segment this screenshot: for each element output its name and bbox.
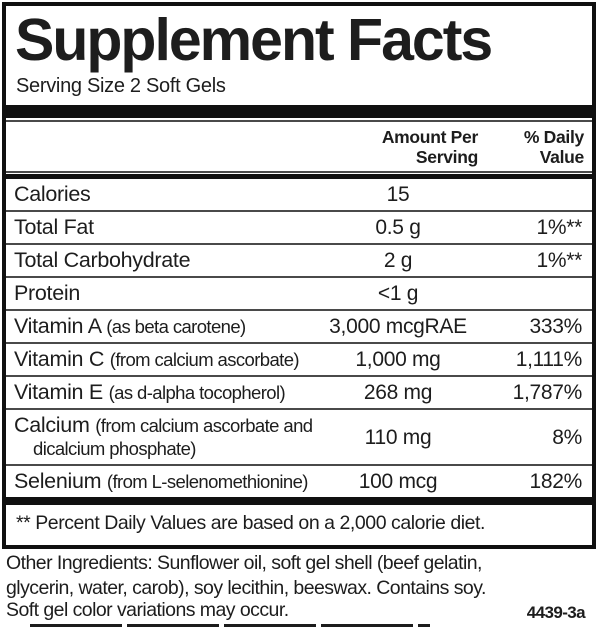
nutrient-amount: 268 mg (363, 381, 433, 404)
nutrient-daily-value: 1%** (536, 249, 583, 272)
softgel-color-note: Soft gel color variations may occur. (6, 599, 289, 621)
dv-header-line2: Value (539, 147, 585, 167)
divider-thick-bottom (6, 497, 592, 505)
nutrient-row: Calcium (from calcium ascorbate and dica… (6, 408, 592, 464)
amount-header-line2: Serving (415, 147, 478, 167)
divider-bar-header (6, 174, 592, 179)
nutrient-name: Calories (14, 182, 91, 206)
nutrient-note: (from calcium ascorbate) (109, 349, 300, 370)
amount-header-line1: Amount Per (381, 127, 478, 147)
nutrient-daily-value: 1%** (536, 216, 583, 239)
facts-rows: Calories 15 Total Fat 0.5 g 1%** Total C… (6, 179, 592, 497)
nutrient-name: Total Carbohydrate (14, 248, 191, 272)
column-header-row: Amount Per Serving % Daily Value (6, 122, 592, 171)
nutrient-name: Protein (14, 281, 81, 305)
nutrient-name: Vitamin C (14, 347, 105, 371)
nutrient-amount: 0.5 g (375, 216, 421, 239)
nutrient-name: Vitamin A (14, 314, 101, 338)
nutrient-row: Selenium (from L-selenomethionine) 100 m… (6, 464, 592, 497)
nutrient-name-cell: Protein (14, 282, 318, 305)
nutrient-name-cell: Vitamin A (as beta carotene) (14, 315, 318, 338)
nutrient-row: Protein <1 g (6, 276, 592, 309)
nutrient-name-cell: Calories (14, 183, 318, 206)
nutrient-daily-value: 333% (529, 315, 582, 338)
dv-column-header: % Daily Value (478, 127, 584, 167)
nutrient-name-cell: Calcium (from calcium ascorbate and dica… (14, 414, 318, 460)
nutrient-name-cell: Selenium (from L-selenomethionine) (14, 470, 318, 493)
nutrient-daily-value: 182% (529, 470, 582, 493)
divider-thin-top (6, 120, 592, 122)
facts-panel: Supplement Facts Serving Size 2 Soft Gel… (2, 2, 596, 549)
nutrient-name-cell: Vitamin E (as d-alpha tocopherol) (14, 381, 318, 404)
nutrient-name-cell: Vitamin C (from calcium ascorbate) (14, 348, 318, 371)
amount-column-header: Amount Per Serving (318, 127, 478, 167)
nutrient-daily-value: 8% (552, 425, 582, 449)
nutrient-amount: 15 (386, 183, 410, 206)
nutrient-amount: 2 g (383, 249, 413, 272)
other-ingredients-line2: glycerin, water, carob), soy lecithin, b… (6, 577, 486, 599)
product-code: 4439-3a (526, 603, 586, 622)
nutrient-name: Vitamin E (14, 380, 103, 404)
panel-title: Supplement Facts (15, 7, 493, 73)
nutrient-name: Calcium (14, 413, 90, 437)
nutrient-note: (from L-selenomethionine) (106, 471, 309, 492)
nutrient-amount: 1,000 mg (355, 348, 441, 371)
nutrient-amount: 110 mg (364, 425, 432, 449)
nutrient-note: (as d-alpha tocopherol) (108, 382, 286, 403)
nutrient-row: Vitamin C (from calcium ascorbate) 1,000… (6, 342, 592, 375)
nutrient-name-cell: Total Carbohydrate (14, 249, 318, 272)
nutrient-row: Vitamin E (as d-alpha tocopherol) 268 mg… (6, 375, 592, 408)
divider-thin-header (6, 171, 592, 173)
serving-size: Serving Size 2 Soft Gels (16, 75, 226, 97)
divider-thick-top (6, 105, 592, 118)
nutrient-row: Calories 15 (6, 179, 592, 210)
nutrient-name-cell: Total Fat (14, 216, 318, 239)
nutrient-daily-value: 1,111% (515, 348, 583, 371)
dv-header-line1: % Daily (523, 127, 584, 147)
other-ingredients: Other Ingredients: Sunflower oil, soft g… (6, 551, 594, 601)
nutrient-amount: 3,000 mcgRAE (329, 315, 467, 338)
nutrient-name: Total Fat (14, 215, 94, 239)
nutrient-note: (as beta carotene) (106, 316, 246, 337)
nutrient-amount: <1 g (377, 282, 419, 305)
bottom-crop-bar (30, 624, 430, 627)
nutrient-note: (from calcium ascorbate and dicalcium ph… (33, 415, 313, 459)
daily-value-footnote: ** Percent Daily Values are based on a 2… (16, 512, 485, 534)
nutrient-row: Total Carbohydrate 2 g 1%** (6, 243, 592, 276)
nutrient-daily-value: 1,787% (512, 381, 583, 404)
nutrient-amount: 100 mcg (358, 470, 438, 493)
nutrient-name: Selenium (14, 469, 102, 493)
nutrient-row: Vitamin A (as beta carotene) 3,000 mcgRA… (6, 309, 592, 342)
other-ingredients-line1: Other Ingredients: Sunflower oil, soft g… (6, 552, 482, 574)
nutrient-row: Total Fat 0.5 g 1%** (6, 210, 592, 243)
